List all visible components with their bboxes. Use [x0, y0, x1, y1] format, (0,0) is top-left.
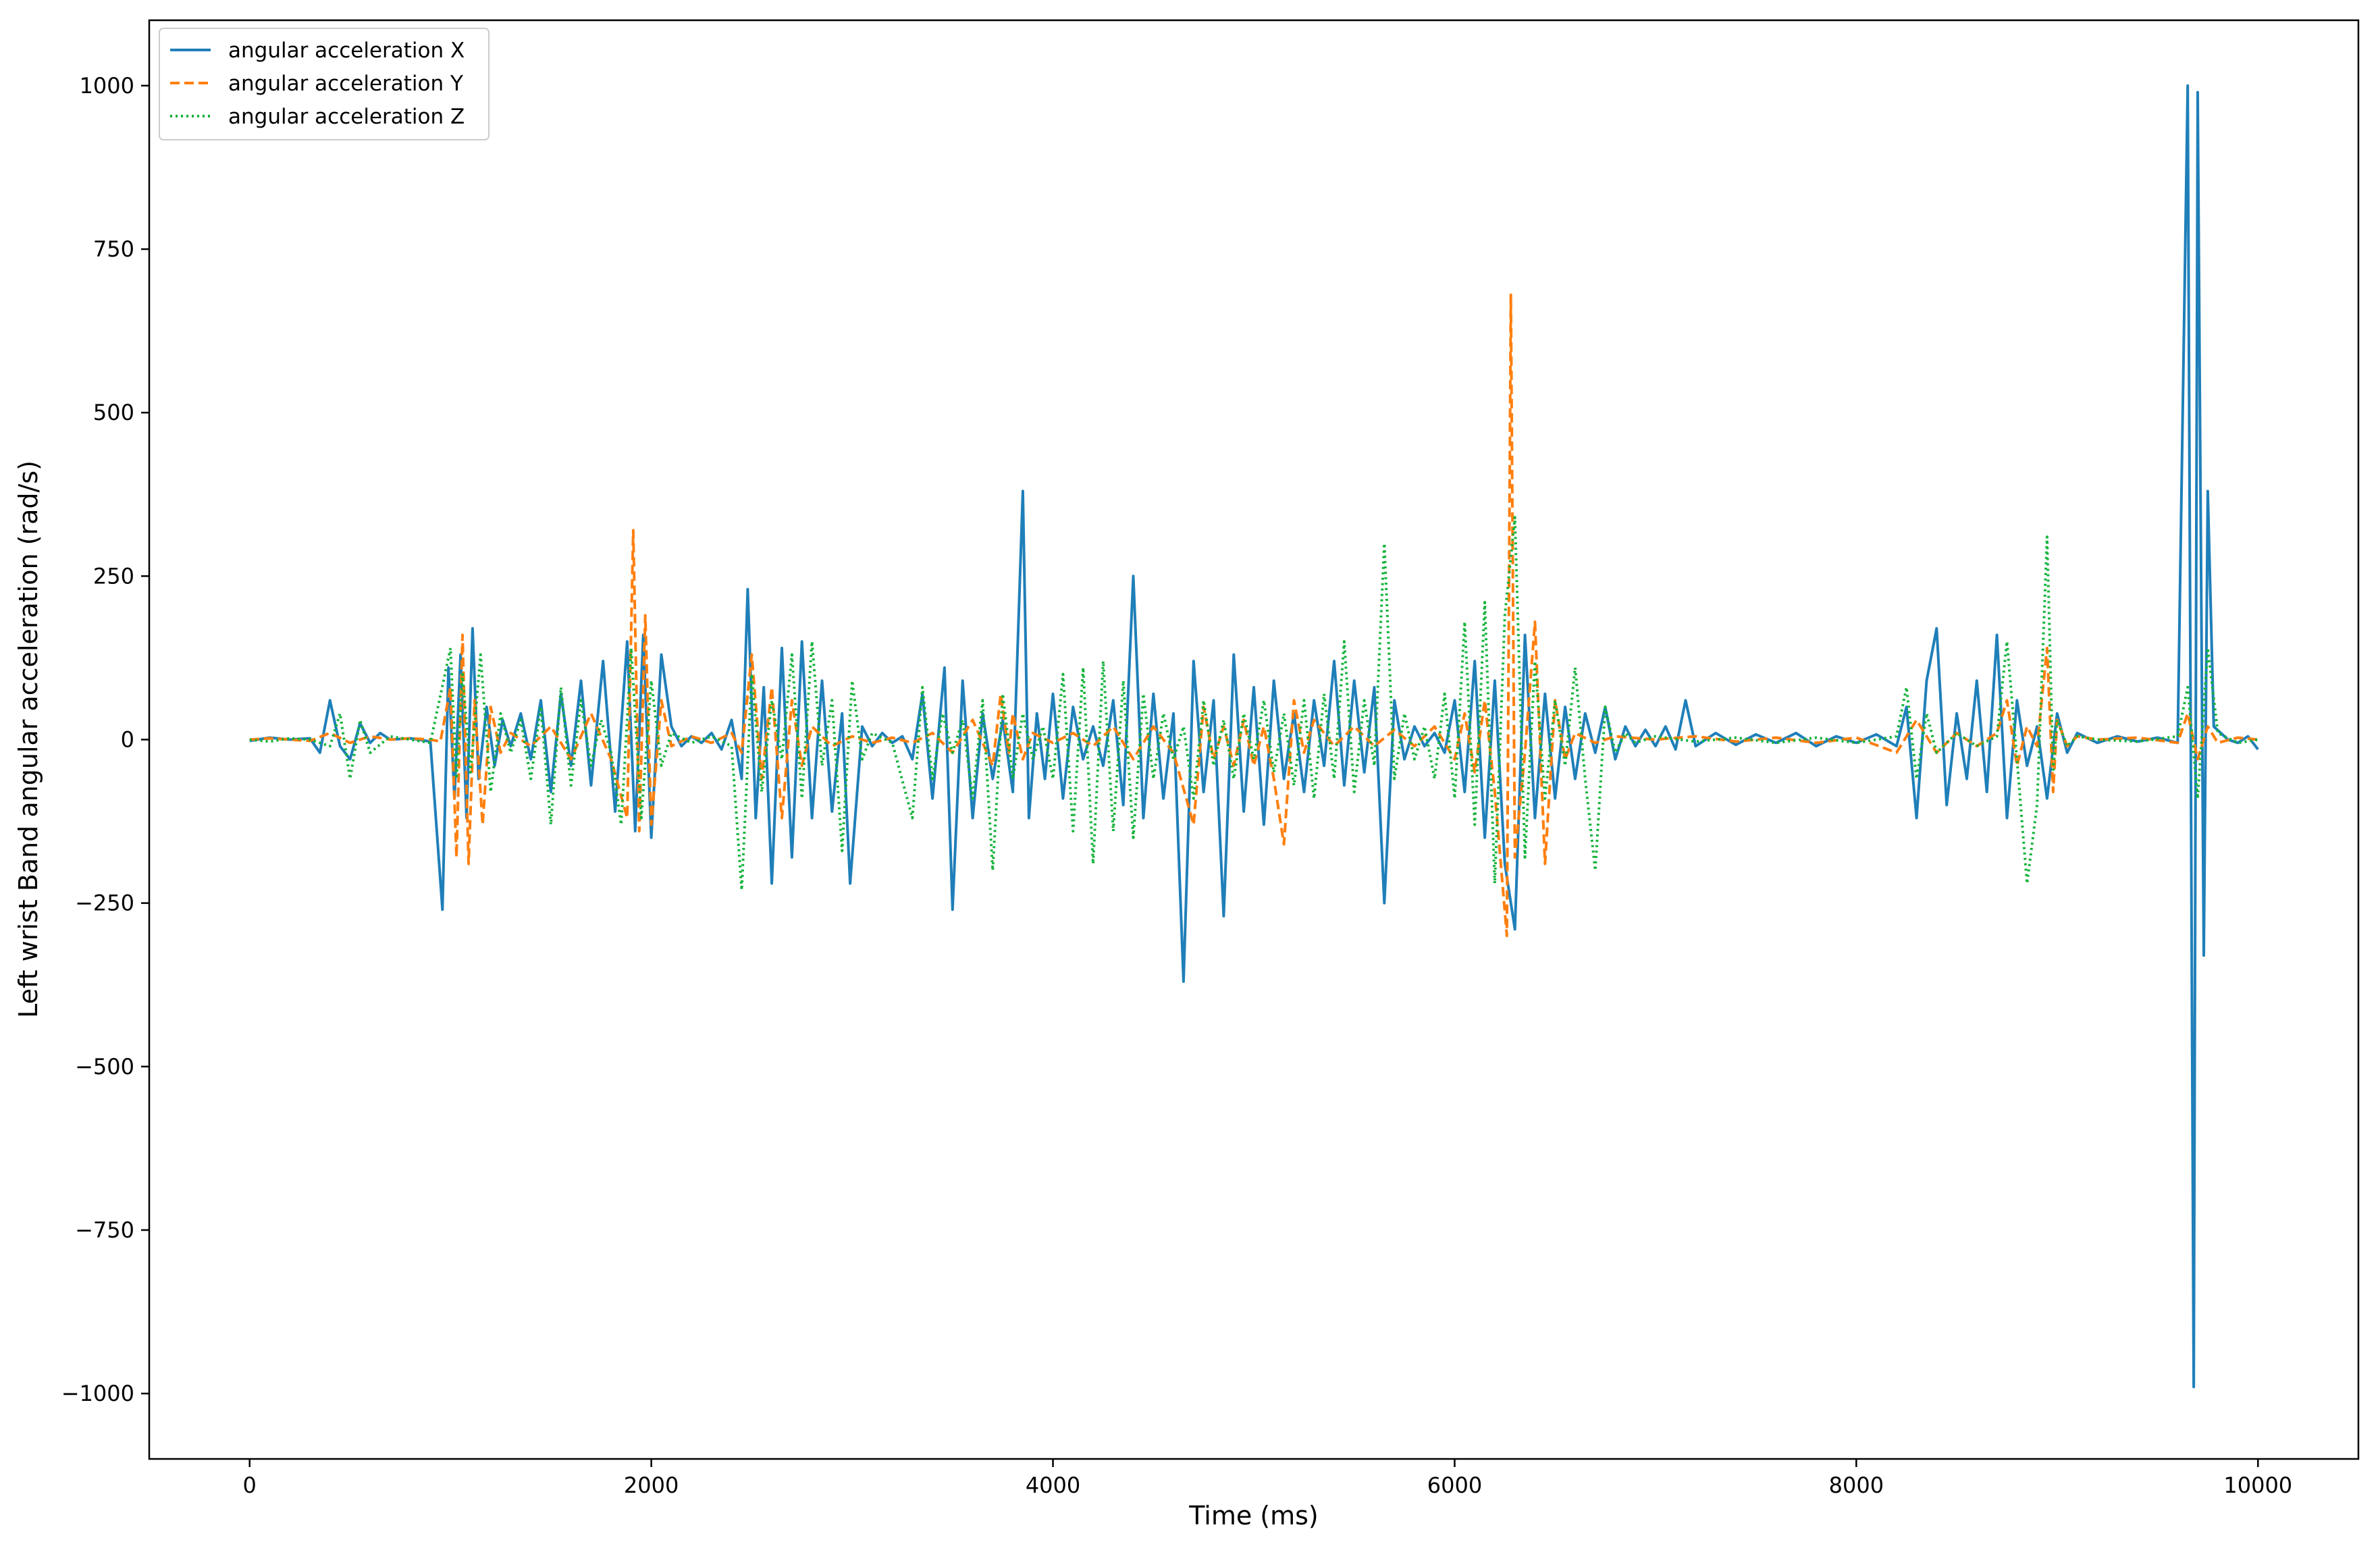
y-tick-label: 500 [93, 400, 134, 425]
y-tick-label: −1000 [61, 1381, 134, 1406]
x-tick-label: 2000 [624, 1472, 679, 1498]
y-tick-label: −500 [75, 1054, 134, 1080]
ticks-layer: 0 2000 4000 6000 8000 10000 1000 750 500 250 0 −250… [61, 73, 2292, 1498]
y-tick-label: −250 [75, 890, 134, 916]
series-layer [249, 84, 2259, 1389]
x-tick-label: 0 [243, 1472, 257, 1498]
legend-label-z: angular acceleration Z [228, 105, 465, 129]
legend-box [159, 28, 490, 140]
legend: angular acceleration X angular accelerati… [159, 28, 490, 140]
y-tick-label: 0 [121, 727, 134, 753]
legend-label-x: angular acceleration X [228, 38, 465, 63]
x-tick-label: 10000 [2223, 1472, 2292, 1498]
y-tick-label: 250 [93, 563, 134, 589]
y-tick-label: 750 [93, 236, 134, 262]
y-axis-label: Left wrist Band angular acceleration (ra… [14, 460, 43, 1018]
series-line-z [249, 516, 2258, 892]
y-tick-label: −750 [75, 1217, 134, 1243]
y-tick-label: 1000 [80, 73, 134, 99]
legend-label-y: angular acceleration Y [228, 72, 463, 96]
series-line-y [249, 293, 2258, 938]
x-tick-label: 6000 [1427, 1472, 1482, 1498]
series-line-x [249, 84, 2259, 1389]
x-axis-label: Time (ms) [1188, 1501, 1319, 1530]
x-tick-label: 8000 [1829, 1472, 1884, 1498]
x-tick-label: 4000 [1026, 1472, 1080, 1498]
